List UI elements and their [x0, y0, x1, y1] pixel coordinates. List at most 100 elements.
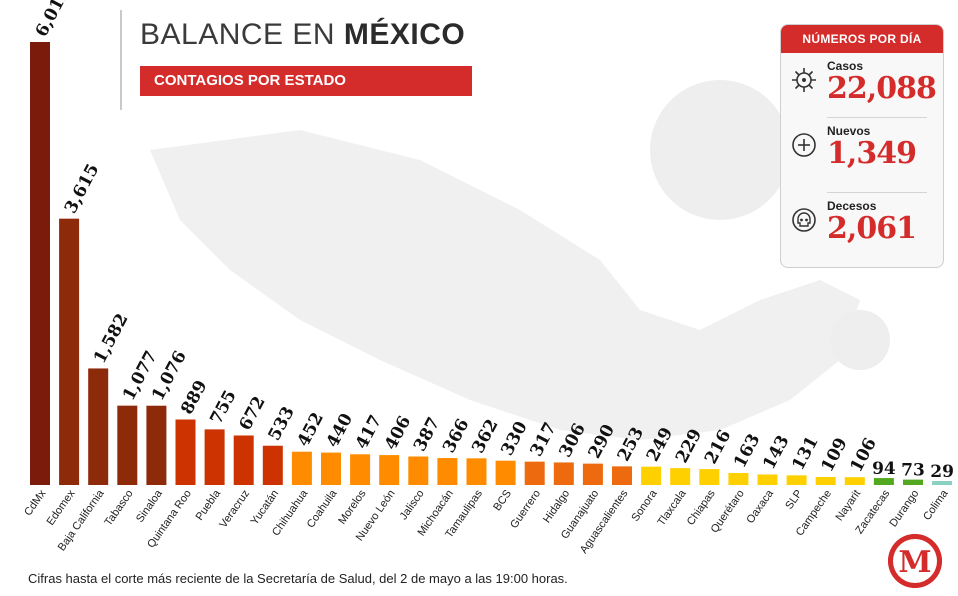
bar-cdmx — [30, 42, 50, 485]
bar-aguascalientes — [612, 466, 632, 485]
bar-morelos — [350, 454, 371, 485]
value-label: 672 — [235, 393, 269, 434]
bar-jalisco — [408, 456, 429, 485]
value-label: 440 — [323, 410, 357, 451]
category-label: Hidalgo — [541, 488, 572, 525]
category-label: Sinaloa — [134, 487, 165, 525]
stat-label: Nuevos — [827, 124, 871, 138]
panel-title: NÚMEROS POR DÍA — [781, 25, 943, 53]
bar-michoacán — [437, 458, 458, 485]
category-label: Veracruz — [217, 488, 252, 530]
bar-edomex — [59, 218, 80, 485]
category-label: Tlaxcala — [655, 487, 689, 528]
virus-icon — [792, 68, 816, 92]
value-label: 889 — [177, 377, 211, 418]
bar-chiapas — [699, 469, 720, 485]
bar-coahuila — [321, 452, 341, 485]
virus-watermark-icon — [830, 310, 890, 370]
category-label: Coahuila — [305, 487, 340, 530]
daily-numbers-panel: NÚMEROS POR DÍA Casos 22,088 Nuevos 1,34… — [780, 24, 944, 268]
stat-nuevos: Nuevos 1,349 — [781, 120, 943, 190]
value-label: 330 — [497, 418, 531, 459]
value-label: 366 — [439, 416, 473, 457]
bar-tamaulipas — [466, 458, 487, 485]
category-label: Jalisco — [398, 488, 427, 522]
category-label: Oaxaca — [744, 487, 776, 526]
bar-baja-california — [88, 368, 109, 485]
bar-guanajuato — [582, 463, 603, 485]
stat-label: Decesos — [827, 199, 877, 213]
bar-sonora — [641, 466, 662, 485]
category-label: SLP — [783, 488, 805, 512]
title-divider — [120, 10, 122, 110]
category-label: CdMx — [22, 487, 49, 518]
bar-hidalgo — [553, 462, 574, 485]
stat-decesos: Decesos 2,061 — [781, 195, 943, 265]
bar-slp — [786, 475, 807, 485]
value-label: 387 — [410, 414, 444, 455]
category-label: Tabasco — [102, 488, 135, 528]
bar-oaxaca — [757, 474, 778, 485]
bar-tabasco — [117, 405, 138, 485]
title-block: BALANCE EN MÉXICO CONTAGIOS POR ESTADO — [120, 10, 472, 110]
bar-durango — [903, 479, 923, 485]
bar-chihuahua — [291, 451, 312, 485]
value-label: 109 — [817, 435, 851, 476]
bar-nuevo-león — [379, 455, 400, 485]
value-label: 3,615 — [61, 161, 104, 217]
milenio-logo-icon: M — [888, 534, 942, 588]
stat-value: 2,061 — [827, 211, 917, 246]
category-label: Colima — [921, 487, 951, 523]
value-label: 94 — [872, 459, 896, 479]
logo-letter: M — [898, 545, 931, 580]
bar-campeche — [815, 476, 836, 485]
bar-quintana-roo — [175, 419, 196, 485]
title-bold: MÉXICO — [343, 18, 466, 51]
virus-watermark-icon — [650, 80, 790, 220]
stat-divider — [827, 192, 927, 193]
value-label: 417 — [352, 412, 386, 453]
value-label: 406 — [381, 413, 415, 454]
bar-puebla — [204, 429, 225, 485]
value-label: 533 — [265, 403, 299, 444]
bar-tlaxcala — [670, 468, 691, 485]
stat-label: Casos — [827, 59, 864, 73]
bar-colima — [932, 481, 953, 485]
skull-icon — [792, 208, 816, 232]
category-label: Puebla — [194, 487, 224, 523]
bar-nayarit — [844, 477, 865, 485]
stat-value: 22,088 — [827, 71, 937, 106]
mexico-map-background — [150, 80, 890, 440]
bar-zacatecas — [873, 478, 894, 485]
chart-title: BALANCE EN MÉXICO — [140, 18, 465, 52]
bar-veracruz — [233, 435, 254, 485]
bar-yucatán — [262, 445, 283, 485]
value-label: 755 — [206, 387, 240, 428]
value-label: 163 — [730, 431, 764, 472]
bars-group — [30, 42, 953, 485]
category-label: Sonora — [629, 487, 660, 524]
stat-value: 1,349 — [827, 136, 917, 171]
value-label: 452 — [294, 409, 328, 450]
value-label: 29 — [930, 462, 954, 482]
chart-subtitle: CONTAGIOS POR ESTADO — [140, 66, 472, 96]
footnote: Cifras hasta el corte más reciente de la… — [28, 571, 568, 586]
value-label: 6,013 — [32, 0, 75, 40]
plus-circle-icon — [792, 133, 816, 157]
category-label: Nayarit — [833, 488, 863, 523]
category-label: Durango — [887, 488, 921, 529]
category-label: BCS — [491, 488, 514, 513]
value-label: 1,582 — [90, 310, 133, 366]
stat-casos: Casos 22,088 — [781, 55, 943, 125]
value-label: 143 — [759, 432, 793, 473]
bar-sinaloa — [146, 405, 167, 485]
stat-divider — [827, 117, 927, 118]
bar-guerrero — [524, 461, 545, 485]
title-regular: BALANCE EN — [140, 18, 344, 51]
bar-bcs — [495, 460, 516, 485]
value-label: 131 — [788, 433, 822, 474]
bar-querétaro — [728, 472, 749, 485]
value-label: 73 — [901, 461, 925, 481]
